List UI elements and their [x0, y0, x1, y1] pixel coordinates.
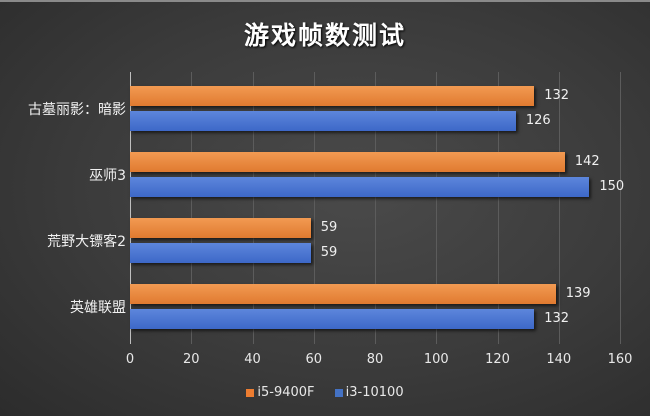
gridline [436, 72, 438, 344]
x-tick-label: 140 [546, 352, 572, 367]
x-tick-label: 120 [485, 352, 510, 367]
data-label: 132 [544, 311, 570, 326]
bar-i3[interactable] [130, 177, 590, 197]
category-label: 英雄联盟 [70, 300, 126, 316]
x-tick-label: 40 [244, 352, 261, 367]
bar-i5[interactable] [130, 86, 535, 106]
data-label: 132 [544, 88, 570, 103]
category-label: 古墓丽影：暗影 [28, 102, 126, 118]
data-label: 150 [599, 179, 625, 194]
bar-i3[interactable] [130, 309, 535, 329]
x-tick-label: 20 [182, 352, 200, 367]
legend-label: i3-10100 [345, 385, 404, 400]
gridline [558, 72, 560, 344]
gridline [252, 72, 254, 344]
bar-i5[interactable] [130, 284, 556, 304]
plot-area: 132 126 142 150 59 59 139 132 [130, 72, 624, 344]
gridline [313, 72, 315, 344]
chart-title: 游戏帧数测试 [243, 21, 406, 50]
x-tick-label: 80 [366, 352, 384, 367]
data-label: 126 [525, 113, 551, 128]
legend-item-i3[interactable]: i3-10100 [334, 385, 404, 400]
data-label: 139 [565, 286, 591, 301]
gridline [191, 72, 193, 344]
category-label: 荒野大镖客2 [47, 234, 126, 250]
legend-swatch-orange-icon [246, 388, 255, 397]
y-axis-line [130, 72, 131, 344]
legend-swatch-blue-icon [334, 388, 343, 397]
bar-i5[interactable] [130, 218, 311, 238]
bar-i5[interactable] [130, 152, 565, 172]
category-label: 巫师3 [89, 168, 126, 184]
bar-i3[interactable] [130, 243, 311, 263]
gridline [375, 72, 376, 344]
gridline [620, 72, 621, 344]
x-tick-label: 160 [607, 352, 633, 367]
bar-i3[interactable] [130, 111, 516, 131]
x-tick-label: 0 [125, 352, 135, 367]
data-label: 59 [320, 220, 338, 235]
gridline [497, 72, 499, 344]
x-tick-label: 100 [423, 352, 449, 367]
legend: i5-9400F i3-10100 [0, 385, 650, 401]
data-label: 142 [574, 154, 600, 169]
legend-label: i5-9400F [257, 385, 315, 400]
legend-item-i5[interactable]: i5-9400F [246, 385, 315, 400]
data-label: 59 [320, 245, 338, 260]
x-tick-label: 60 [305, 352, 323, 367]
